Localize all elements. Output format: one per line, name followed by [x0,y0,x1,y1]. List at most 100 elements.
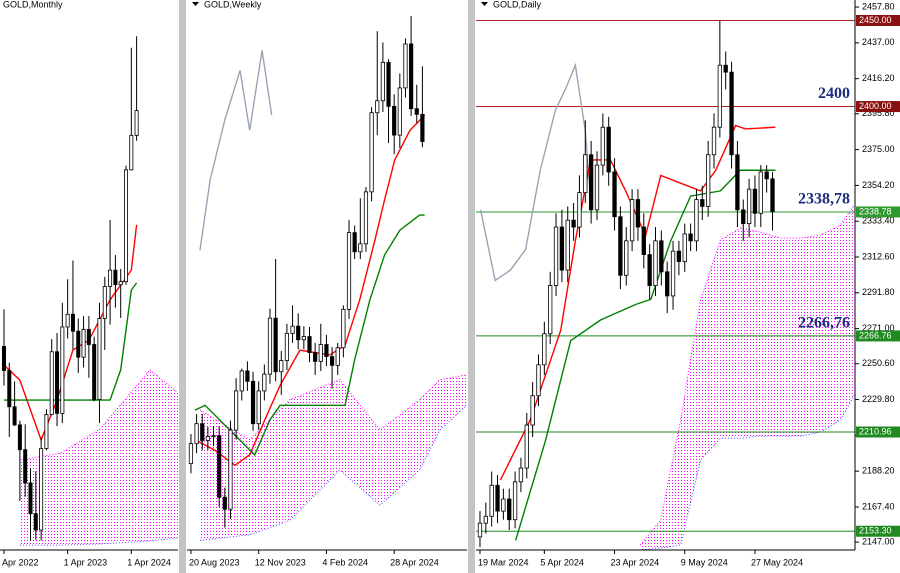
candle-body [369,112,374,193]
candle-body [705,154,711,207]
candle-body [97,318,102,400]
x-tick-label: Apr 2022 [2,557,39,567]
level-price-label: 2338.78 [859,206,892,216]
candle-body [273,317,278,373]
indicator-line [194,114,426,467]
candle-body [600,126,605,166]
candle-body [583,154,588,194]
ichimoku-cloud [19,369,178,546]
candle-body [76,330,81,358]
candle-body [518,467,524,483]
candle-body [222,496,227,510]
level-price-label: 2210.96 [859,426,892,436]
y-tick-label: 2147.00 [862,536,895,546]
candle-body [81,328,86,358]
candle-body [571,219,576,228]
y-tick-label: 2291.80 [862,287,895,297]
candle-body [397,87,402,136]
cloud-edge [199,374,467,441]
candle-body [346,232,352,310]
candle-body [108,269,113,287]
candle-body [629,199,635,242]
candle-body [409,43,414,110]
candle-body [375,100,380,114]
candle-body [717,64,723,128]
candle-body [352,232,357,253]
candle-body [414,108,419,115]
candle-body [489,484,494,517]
level-price-box [856,101,900,113]
candle-body [318,344,323,362]
candle-body [290,325,295,334]
y-tick-label: 2416.20 [862,73,895,83]
x-tick-label: 28 Apr 2024 [390,557,439,567]
candle-body [380,61,385,102]
candle-body [194,423,199,445]
chart-title: GOLD,Monthly [3,0,63,9]
candle-body [594,164,600,211]
candle-body [188,443,194,465]
candle-body [17,424,22,451]
x-tick-label: 1 Apr 2024 [127,557,171,567]
candle-body [606,126,611,173]
level-price-box [856,330,900,342]
candle-body [577,192,582,228]
candle-body [694,199,699,242]
candle-body [284,332,290,361]
y-tick-label: 2188.20 [862,466,895,476]
chart-title: GOLD,Weekly [204,0,262,9]
y-tick-label: 2333.40 [862,216,895,226]
y-tick-label: 2457.80 [862,1,895,11]
candle-body [279,360,284,373]
candle-body [635,199,641,228]
y-tick-label: 2375.00 [862,144,895,154]
candle-body [39,448,44,531]
candle-body [234,390,239,431]
candle-body [507,498,512,521]
cloud-edge [640,394,855,550]
candle-body [205,436,210,441]
candle-body [618,216,623,276]
candle-body [33,513,38,531]
candle-body [524,424,529,469]
candle-body [134,110,139,136]
candle-body [113,269,118,286]
candle-body [23,449,28,484]
candle-body [758,171,763,214]
candle-body [641,226,646,256]
x-tick-label: 9 May 2024 [681,557,728,567]
candle-body [12,406,17,426]
candle-body [92,344,97,400]
indicator-line [3,282,138,401]
candle-body [1,345,6,371]
y-tick-label: 2312.60 [862,251,895,261]
x-tick-label: 4 Feb 2024 [322,557,368,567]
y-tick-label: 2229.80 [862,394,895,404]
panel-plot [188,15,467,541]
candle-body [256,390,261,425]
x-tick-label: 23 Apr 2024 [611,557,660,567]
candle-body [647,254,652,286]
x-tick-label: 1 Apr 2023 [64,557,108,567]
candle-body [548,285,553,335]
level-price-label: 2153.30 [859,526,892,536]
level-price-box [856,14,900,26]
candle-body [49,351,54,416]
candle-body [313,352,318,362]
candle-body [477,522,483,538]
candle-body [267,317,273,375]
candle-body [55,351,60,414]
level-price-label: 2266.76 [859,330,892,340]
candle-body [659,240,664,273]
level-annotation: 2338,78 [798,191,850,208]
x-tick-label: 27 May 2024 [751,557,803,567]
candle-body [386,61,391,107]
candle-body [501,498,506,512]
y-tick-label: 2437.00 [862,37,895,47]
ichimoku-cloud [640,205,855,550]
indicator-line [479,62,592,282]
candle-body [86,328,91,345]
candle-body [711,126,717,156]
level-annotation: 2400 [818,85,850,102]
candle-body [665,271,670,297]
